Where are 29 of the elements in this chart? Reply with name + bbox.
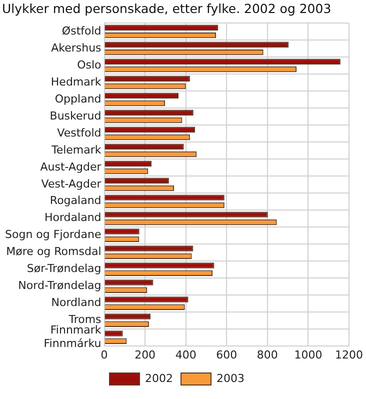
x-tick-label: 800 bbox=[256, 348, 278, 362]
y-tick-label: Vest-Agder bbox=[41, 177, 102, 190]
y-tick-label: Rogaland bbox=[50, 194, 102, 208]
y-tick-label: Hordaland bbox=[44, 211, 102, 224]
y-tick-label: Møre og Romsdal bbox=[6, 245, 102, 258]
x-tick-label: 600 bbox=[216, 348, 238, 362]
x-tick-label: 400 bbox=[175, 348, 196, 362]
y-tick-label: Nord-Trøndelag bbox=[18, 279, 102, 292]
chart-title: Ulykker med personskade, etter fylke. 2002 og 2003 bbox=[2, 0, 332, 16]
y-tick-label: Vestfold bbox=[57, 126, 102, 140]
y-tick-label: Nordland bbox=[51, 296, 102, 310]
y-tick-label: Sør-Trøndelag bbox=[26, 262, 102, 276]
x-tick-label: 1200 bbox=[335, 348, 364, 362]
x-tick-label: 1000 bbox=[294, 348, 322, 362]
y-tick-label: Hedmark bbox=[50, 75, 102, 88]
y-tick-label: Finnmark Finnmárku bbox=[44, 324, 102, 350]
y-tick-label: Sogn og Fjordane bbox=[4, 228, 102, 242]
x-tick-label: 0 bbox=[100, 348, 108, 362]
y-tick-label: Troms bbox=[68, 313, 102, 326]
x-tick-label: 200 bbox=[134, 348, 156, 362]
legend-label: 2002 bbox=[145, 372, 174, 385]
y-tick-label: Akershus bbox=[51, 41, 102, 54]
y-tick-label: Østfold bbox=[62, 24, 102, 38]
y-tick-label: Oslo bbox=[77, 58, 102, 72]
y-tick-label: Aust-Agder bbox=[40, 160, 102, 174]
legend-label: 2003 bbox=[216, 372, 244, 385]
y-tick-label: Oppland bbox=[54, 92, 102, 106]
y-tick-label: Buskerud bbox=[50, 109, 102, 122]
y-tick-label: Telemark bbox=[50, 143, 102, 156]
